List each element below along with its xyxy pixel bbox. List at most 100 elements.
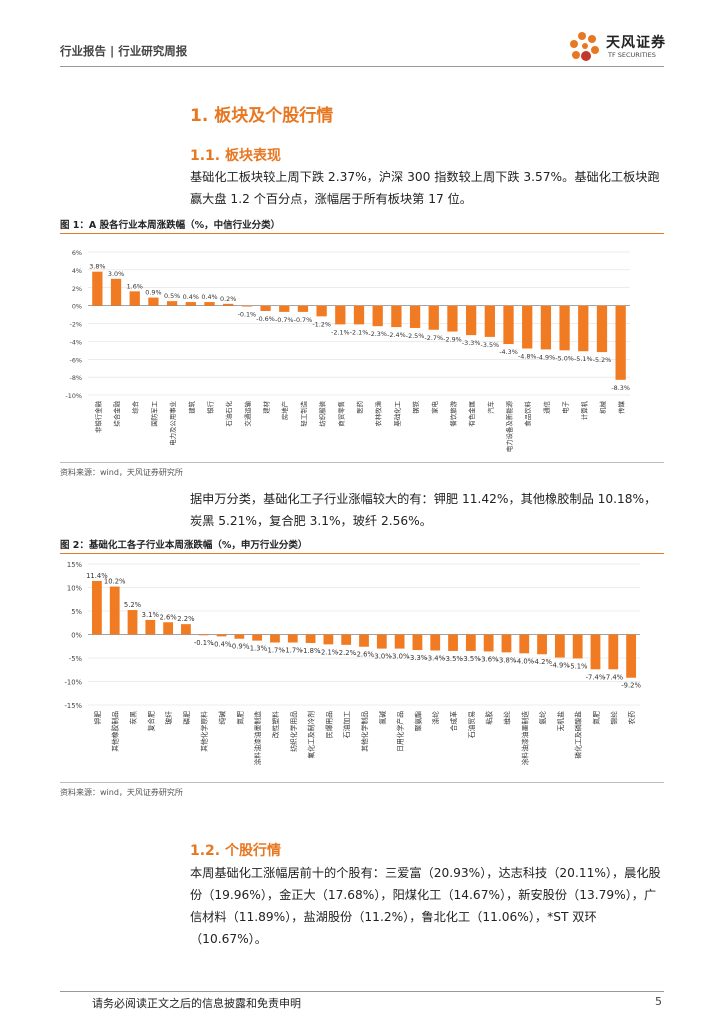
bar [181, 624, 191, 635]
bar [129, 291, 140, 306]
bar [279, 305, 290, 312]
y-tick-label: -10% [64, 679, 82, 687]
bar [260, 305, 271, 311]
data-label: -1.8% [301, 647, 321, 655]
figure-2-top-rule [60, 553, 664, 554]
bar [198, 634, 209, 636]
data-label: -3.0% [372, 653, 392, 661]
x-tick-label: 粘胶 [485, 711, 494, 725]
x-tick-label: 聚氨酯 [413, 711, 422, 732]
bar [559, 305, 570, 351]
bar [608, 634, 619, 670]
data-label: 0.9% [145, 289, 161, 297]
data-label: -0.4% [212, 640, 232, 648]
data-label: -5.0% [555, 354, 574, 362]
data-label: -3.3% [462, 339, 481, 347]
data-label: -5.2% [593, 356, 612, 364]
bar [323, 634, 334, 645]
data-label: -2.3% [368, 330, 387, 338]
data-label: -2.1% [331, 328, 350, 336]
bar [109, 586, 120, 635]
bar [465, 305, 477, 336]
header-divider [60, 66, 664, 67]
data-label: 3.0% [108, 270, 124, 278]
x-tick-label: 交通运输 [243, 400, 252, 426]
data-label: -3.3% [408, 654, 428, 662]
bar [448, 634, 458, 651]
x-tick-label: 涂料油漆油墨制造 [520, 711, 529, 766]
x-tick-label: 计算机 [579, 400, 588, 420]
y-tick-label: -6% [70, 356, 82, 364]
bar [578, 305, 589, 352]
bar [297, 305, 309, 312]
y-tick-label: -5% [69, 655, 83, 663]
x-tick-label: 电力设备及新能源 [505, 400, 514, 452]
figure-1-source: 资料来源：wind，天风证券研究所 [60, 468, 183, 477]
bar [270, 634, 280, 643]
x-tick-label: 其他橡胶制品 [111, 711, 120, 752]
y-tick-label: 0% [71, 632, 82, 640]
bar [223, 303, 234, 306]
x-tick-label: 石油贸易 [467, 711, 476, 738]
bar [503, 305, 514, 345]
x-tick-label: 炭黑 [130, 711, 138, 725]
figure-1-bottom-rule [60, 462, 664, 463]
bar [166, 301, 178, 306]
data-label: -0.7% [275, 316, 294, 324]
data-label: -3.5% [481, 341, 500, 349]
bar [537, 634, 547, 655]
data-label: 3.8% [89, 263, 105, 271]
bar [252, 634, 263, 641]
bar [394, 634, 405, 649]
section-1-title: 1. 板块及个股行情 [190, 106, 334, 126]
footer-disclaimer: 请务必阅读正文之后的信息披露和免责申明 [92, 997, 301, 1010]
x-tick-label: 维纶 [502, 711, 511, 725]
x-tick-label: 石油加工 [342, 711, 351, 738]
data-label: -4.9% [537, 353, 556, 361]
x-tick-label: 农林牧渔 [374, 400, 383, 426]
data-label: -0.9% [229, 643, 249, 651]
x-tick-label: 日用化学产品 [396, 711, 405, 752]
y-tick-label: 10% [67, 585, 83, 593]
x-tick-label: 房地产 [280, 401, 289, 420]
bar [127, 610, 138, 635]
bar [110, 278, 122, 306]
bar [428, 305, 439, 330]
x-tick-label: 石油石化 [224, 400, 233, 426]
x-tick-label: 民爆用品 [324, 711, 333, 738]
data-label: 5.2% [124, 601, 142, 609]
data-label: -9.2% [621, 682, 641, 690]
y-tick-label: 6% [72, 249, 82, 257]
data-label: -5.1% [568, 662, 588, 670]
x-tick-label: 建筑 [187, 400, 196, 413]
bar [316, 305, 327, 317]
bar [554, 634, 565, 658]
bar [412, 634, 423, 651]
figure-2-title: 图 2：基础化工各子行业本周涨跌幅（%，申万行业分类） [60, 540, 308, 551]
data-label: -3.5% [443, 655, 463, 663]
x-tick-label: 轻工制造 [299, 400, 308, 426]
bar [341, 634, 352, 645]
x-tick-label: 玻纤 [164, 711, 173, 725]
x-tick-label: 钢铁 [411, 400, 420, 413]
x-tick-label: 纯碱 [218, 711, 227, 725]
bar [241, 305, 253, 307]
bar [287, 634, 298, 643]
data-label: -7.4% [586, 673, 606, 681]
figure-2-source: 资料来源：wind，天风证券研究所 [60, 788, 183, 797]
y-tick-label: -8% [70, 374, 82, 382]
data-label: -0.1% [238, 311, 257, 319]
bar [596, 305, 608, 353]
y-tick-label: -4% [70, 338, 82, 346]
x-tick-label: 通信 [542, 400, 551, 413]
bar [409, 305, 421, 328]
data-label: -2.6% [354, 651, 374, 659]
bar [572, 634, 583, 659]
bar [501, 634, 512, 653]
section-1-1-title: 1.1. 板块表现 [190, 148, 281, 164]
data-label: 2.2% [177, 615, 195, 623]
bar [447, 305, 458, 332]
data-label: -3.6% [479, 655, 499, 663]
data-label: 0.5% [164, 292, 180, 300]
section-1-2-paragraph: 本周基础化工涨幅居前十的个股有：三爱富（20.93%），达志科技（20.11%）… [190, 866, 661, 946]
